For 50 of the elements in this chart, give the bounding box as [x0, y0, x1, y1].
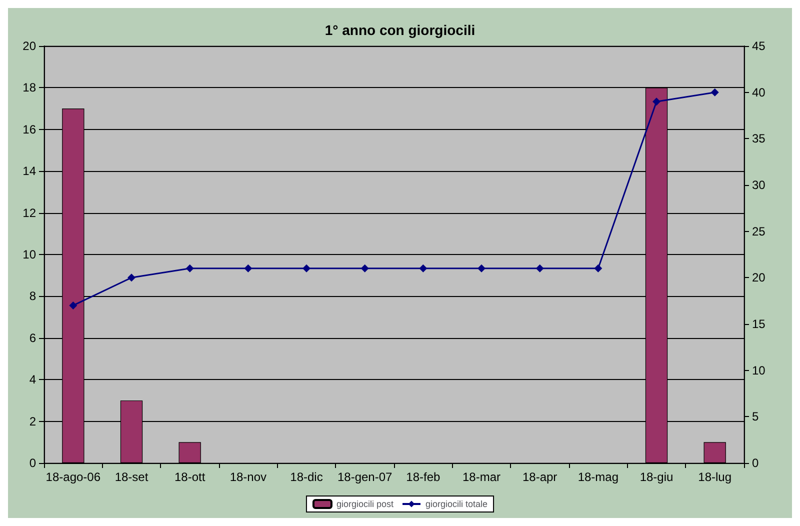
- y2-tick-label: 0: [752, 456, 759, 470]
- bar: [178, 442, 201, 463]
- y2-tick-label: 25: [752, 224, 766, 238]
- y-tick-label: 16: [22, 122, 36, 136]
- point: [710, 88, 719, 96]
- y-tick-label: 18: [22, 80, 36, 95]
- point: [419, 264, 428, 272]
- y2-tick-label: 40: [752, 85, 766, 100]
- point: [186, 264, 194, 272]
- y2-tick-label: 45: [752, 39, 766, 53]
- x-tick-label: 18-lug: [698, 470, 732, 484]
- x-tick-label: 18-ott: [174, 470, 206, 484]
- y2-tick-label: 15: [752, 317, 766, 331]
- point: [536, 264, 544, 272]
- legend-label: giorgiocili post: [336, 499, 394, 509]
- legend-label: giorgiocili totale: [425, 499, 488, 509]
- y-tick-label: 6: [29, 330, 36, 345]
- x-tick-label: 18-giu: [640, 470, 674, 484]
- y-tick-label: 0: [29, 456, 36, 470]
- x-tick-label: 18-nov: [230, 470, 267, 484]
- y2-tick-label: 5: [752, 410, 759, 424]
- point: [69, 301, 78, 310]
- point: [360, 264, 369, 272]
- point: [244, 264, 252, 272]
- point: [478, 264, 486, 272]
- y2-tick-label: 20: [752, 270, 766, 285]
- x-tick-label: 18-mag: [578, 470, 619, 484]
- y-tick-label: 12: [22, 206, 36, 220]
- x-tick-label: 18-set: [114, 470, 149, 484]
- chart-title: 1° anno con giorgiocili: [324, 22, 476, 38]
- x-tick-label: 18-apr: [522, 470, 558, 484]
- x-tick-label: 18-mar: [462, 470, 501, 484]
- x-tick-label: 18-gen-07: [337, 470, 393, 484]
- y-tick-label: 10: [22, 248, 36, 262]
- point: [128, 274, 136, 282]
- x-tick-label: 18-dic: [290, 470, 323, 484]
- y-tick-label: 2: [29, 414, 36, 428]
- point: [302, 264, 310, 272]
- point: [594, 264, 602, 272]
- y2-tick-label: 10: [752, 363, 766, 378]
- y-tick-label: 4: [29, 372, 36, 387]
- x-tick-label: 18-ago-06: [46, 470, 101, 484]
- y2-tick-label: 30: [752, 178, 766, 192]
- x-tick-label: 18-feb: [406, 470, 441, 484]
- y-tick-label: 20: [22, 39, 36, 53]
- y-tick-label: 8: [29, 289, 36, 304]
- bar: [704, 442, 726, 463]
- y-tick-label: 14: [22, 164, 36, 178]
- point: [652, 98, 660, 106]
- y2-tick-label: 35: [752, 132, 766, 146]
